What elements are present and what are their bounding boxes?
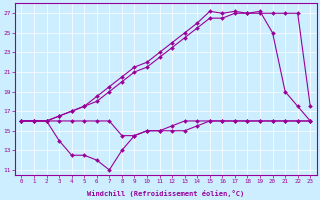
X-axis label: Windchill (Refroidissement éolien,°C): Windchill (Refroidissement éolien,°C) <box>87 190 244 197</box>
